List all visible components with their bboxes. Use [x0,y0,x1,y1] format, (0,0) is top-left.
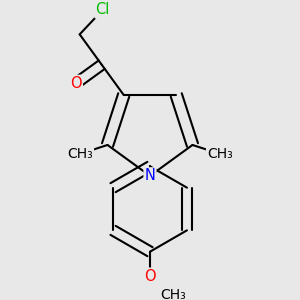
Text: CH₃: CH₃ [67,147,93,161]
Text: CH₃: CH₃ [207,147,233,161]
Text: O: O [144,269,156,284]
Text: O: O [70,76,82,91]
Text: N: N [145,168,155,183]
Text: CH₃: CH₃ [160,288,186,300]
Text: Cl: Cl [95,2,110,17]
